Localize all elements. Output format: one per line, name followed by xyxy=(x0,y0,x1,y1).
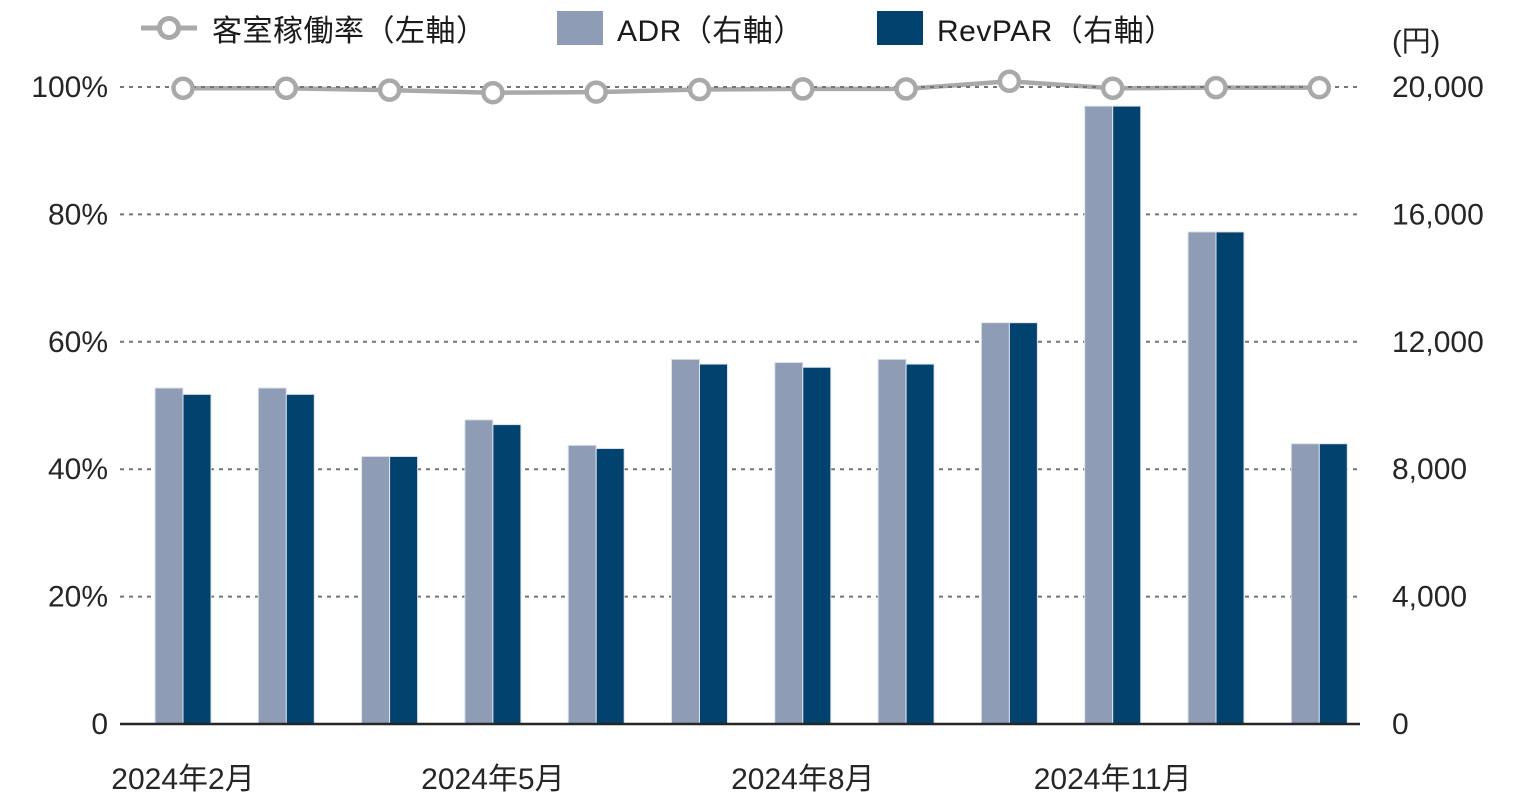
revpar-bar-2024年11月 xyxy=(1112,105,1142,725)
adr-bar-2025年1月 xyxy=(1290,443,1320,725)
x-axis-tick-2024年8月: 2024年8月 xyxy=(731,763,874,796)
x-axis-tick-2024年5月: 2024年5月 xyxy=(421,763,564,796)
right-axis-tick-20,000: 20,000 xyxy=(1392,71,1484,104)
revpar-bar-2024年2月 xyxy=(182,393,212,725)
left-axis-tick-80%: 80% xyxy=(48,198,108,231)
revpar-bar-2024年12月 xyxy=(1215,231,1245,725)
revpar-bar-2025年1月 xyxy=(1318,443,1348,725)
right-axis-tick-12,000: 12,000 xyxy=(1392,326,1484,359)
right-axis-tick-16,000: 16,000 xyxy=(1392,198,1484,231)
legend-label-adr: ADR（右軸） xyxy=(617,15,804,48)
chart-legend: 客室稼働率（左軸） ADR（右軸） RevPAR（右軸） xyxy=(0,6,1520,50)
legend-item-occupancy: 客室稼働率（左軸） xyxy=(140,6,487,50)
revpar-bar-2024年6月 xyxy=(595,447,625,725)
right-axis-tick-4,000: 4,000 xyxy=(1392,581,1467,614)
revpar-swatch-icon xyxy=(877,11,923,45)
occupancy-marker-2025年1月 xyxy=(1307,75,1332,100)
revpar-bar-2024年4月 xyxy=(389,455,419,725)
occupancy-marker-2024年6月 xyxy=(584,80,608,104)
occupancy-marker-2024年12月 xyxy=(1204,75,1228,100)
revpar-bar-2024年5月 xyxy=(492,424,522,725)
occupancy-marker-2024年2月 xyxy=(171,76,195,101)
revpar-bar-2024年9月 xyxy=(905,363,935,725)
adr-bar-2024年4月 xyxy=(361,455,391,725)
occupancy-marker-2024年3月 xyxy=(274,76,299,101)
x-axis-tick-2024年11月: 2024年11月 xyxy=(1034,763,1192,796)
adr-bar-2024年10月 xyxy=(980,322,1010,725)
legend-label-revpar: RevPAR（右軸） xyxy=(937,15,1175,48)
right-axis-tick-8,000: 8,000 xyxy=(1392,453,1467,486)
left-axis-tick-60%: 60% xyxy=(48,326,108,359)
legend-item-revpar: RevPAR（右軸） xyxy=(877,6,1175,50)
revpar-bar-2024年10月 xyxy=(1008,322,1038,725)
occupancy-marker-2024年9月 xyxy=(894,77,918,101)
adr-swatch-icon xyxy=(557,11,603,45)
occupancy-line-legend-icon xyxy=(141,16,197,40)
revpar-bar-2024年7月 xyxy=(699,363,728,725)
adr-bar-2024年5月 xyxy=(464,419,494,725)
adr-bar-2024年6月 xyxy=(567,444,597,725)
adr-bar-2024年3月 xyxy=(257,387,287,725)
left-axis-tick-20%: 20% xyxy=(48,581,108,614)
occupancy-marker-2024年10月 xyxy=(997,69,1022,94)
occupancy-marker-2024年5月 xyxy=(481,80,505,105)
occupancy-marker-2024年11月 xyxy=(1100,76,1125,101)
adr-bar-2024年8月 xyxy=(774,362,804,725)
legend-label-occupancy: 客室稼働率（左軸） xyxy=(212,15,487,48)
adr-bar-2024年12月 xyxy=(1187,231,1217,725)
occupancy-line xyxy=(183,79,1320,95)
left-axis-tick-40%: 40% xyxy=(48,453,108,486)
occupancy-marker-2024年7月 xyxy=(687,77,712,102)
left-axis-tick-0: 0 xyxy=(91,708,108,741)
adr-bar-2024年11月 xyxy=(1084,105,1114,725)
left-axis-tick-100%: 100% xyxy=(31,71,108,104)
right-axis-unit-label: (円) xyxy=(1392,26,1441,58)
revpar-bar-2024年3月 xyxy=(285,393,315,725)
occupancy-marker-2024年4月 xyxy=(377,78,402,102)
adr-bar-2024年9月 xyxy=(877,358,907,725)
legend-item-adr: ADR（右軸） xyxy=(557,6,804,50)
revpar-bar-2024年8月 xyxy=(802,366,832,725)
adr-bar-2024年2月 xyxy=(154,387,184,725)
x-axis-tick-2024年2月: 2024年2月 xyxy=(111,763,254,796)
adr-bar-2024年7月 xyxy=(671,358,700,725)
occupancy-marker-2024年8月 xyxy=(791,77,815,101)
right-axis-tick-0: 0 xyxy=(1392,708,1409,741)
